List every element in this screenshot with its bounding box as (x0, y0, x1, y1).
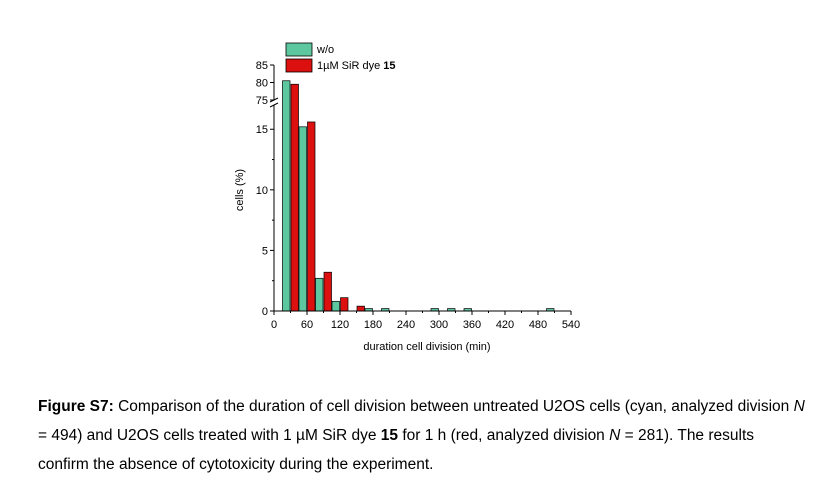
x-tick-label-540: 540 (562, 319, 580, 331)
axis-break-mark-lower (269, 102, 279, 108)
legend-label-sir: 1µM SiR dye 15 (317, 60, 396, 72)
y-tick-label-75: 75 (256, 95, 268, 107)
bar-chart: 0 60 120 180 240 300 360 420 480 540 0 5 10 15 75 80 85… (234, 42, 580, 353)
bar-s1-3 (340, 297, 349, 312)
y-tick-label-10: 10 (256, 185, 268, 197)
bars-group (282, 80, 555, 312)
x-tick-label-60: 60 (301, 319, 313, 331)
y-axis-title: cells (%) (234, 169, 246, 211)
bar-s1-0 (290, 83, 299, 312)
x-tick-label-300: 300 (430, 319, 448, 331)
x-axis-title: duration cell division (min) (363, 341, 490, 353)
bar-s0-3 (331, 300, 340, 312)
caption-text-2: for 1 h (red, analyzed division (398, 427, 610, 444)
figure-caption: Figure S7: Comparison of the duration of… (38, 392, 808, 479)
x-tick-label-0: 0 (271, 319, 277, 331)
x-tick-label-180: 180 (364, 319, 382, 331)
caption-n2-var: N (609, 427, 621, 444)
caption-n2-val: = 281). The results confirm the absence … (38, 427, 755, 473)
y-tick-label-80: 80 (256, 78, 268, 90)
bar-s0-2 (315, 277, 324, 312)
bar-s1-4 (356, 305, 365, 312)
y-tick-label-85: 85 (256, 60, 268, 72)
legend-label-wo: w/o (316, 44, 334, 56)
y-tick-label-0: 0 (262, 306, 268, 318)
x-tick-label-240: 240 (397, 319, 415, 331)
x-tick-label-120: 120 (331, 319, 349, 331)
bar-s1-1 (307, 121, 316, 312)
caption-n1-var: N (793, 398, 805, 415)
legend-swatch-wo (285, 42, 313, 57)
legend-swatch-sir (285, 58, 313, 73)
x-tick-label-480: 480 (529, 319, 547, 331)
legend: w/o 1µM SiR dye 15 (285, 42, 396, 73)
bar-s0-1 (298, 126, 307, 312)
x-tick-label-420: 420 (496, 319, 514, 331)
y-ticks-group: 0 5 10 15 75 80 85 (256, 60, 274, 318)
x-tick-label-360: 360 (463, 319, 481, 331)
caption-label: Figure S7: (38, 398, 114, 415)
caption-text-1: Comparison of the duration of cell divis… (113, 398, 794, 415)
caption-n1-val: = 494) and U2OS cells treated with 1 µM … (38, 427, 381, 444)
y-tick-label-15: 15 (256, 124, 268, 136)
bar-s0-0 (282, 80, 291, 312)
x-ticks-group: 0 60 120 180 240 300 360 420 480 540 (271, 311, 580, 331)
bar-s1-2 (323, 271, 332, 312)
y-tick-label-5: 5 (262, 245, 268, 257)
caption-dye-number: 15 (380, 427, 399, 444)
